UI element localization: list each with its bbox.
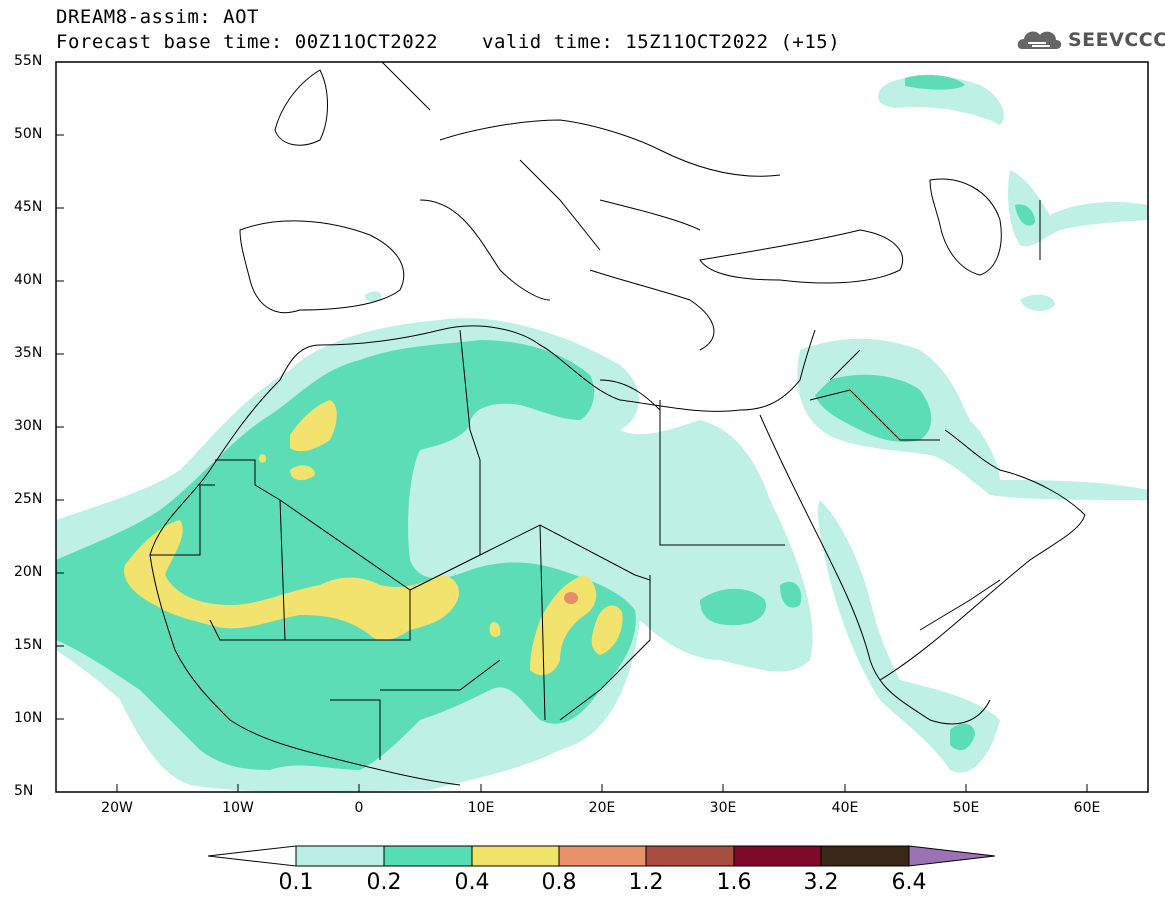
lon-label-50e: 50E: [952, 800, 980, 816]
lon-label-30e: 30E: [709, 800, 737, 816]
colorbar-label-3.2: 3.2: [803, 870, 839, 895]
colorbar-bin-7: [820, 845, 910, 867]
lat-label-25n: 25N: [14, 491, 43, 507]
colorbar-bin-3: [471, 845, 560, 867]
map-title: DREAM8-assim: AOT: [56, 6, 259, 28]
colorbar-bin-2: [383, 845, 473, 867]
lat-label-40n: 40N: [14, 272, 43, 288]
aot-contours: [56, 74, 1148, 792]
cloud-logo-icon: [1017, 31, 1062, 49]
colorbar-bin-1: [295, 845, 385, 867]
colorbar-bin-5: [645, 845, 735, 867]
lat-label-10n: 10N: [14, 710, 43, 726]
colorbar-label-0.8: 0.8: [541, 870, 577, 895]
colorbar-label-6.4: 6.4: [891, 870, 927, 895]
aot-level-0.8: [564, 592, 578, 604]
colorbar-label-1.2: 1.2: [628, 870, 664, 895]
lon-label-20w: 20W: [101, 800, 133, 816]
aot-level-0.4: [124, 400, 623, 676]
lat-label-5n: 5N: [14, 783, 34, 799]
lon-label-40e: 40E: [831, 800, 859, 816]
colorbar-label-1.6: 1.6: [716, 870, 752, 895]
lon-label-60e: 60E: [1073, 800, 1101, 816]
colorbar-upper-arrow: [908, 845, 996, 867]
axis-ticks: [56, 61, 1088, 792]
lat-label-30n: 30N: [14, 418, 43, 434]
lat-label-45n: 45N: [14, 199, 43, 215]
colorbar-bin-4: [558, 845, 647, 867]
colorbar-label-0.1: 0.1: [278, 870, 314, 895]
lon-label-0: 0: [354, 800, 364, 816]
lat-label-50n: 50N: [14, 126, 43, 142]
coastlines: [149, 62, 1086, 786]
colorbar-label-0.2: 0.2: [366, 870, 402, 895]
logo-text: SEEVCCC: [1068, 29, 1165, 51]
valid-time: valid time: 15Z11OCT2022 (+15): [482, 31, 841, 53]
lon-label-20e: 20E: [588, 800, 616, 816]
lon-label-10w: 10W: [222, 800, 254, 816]
lat-label-55n: 55N: [14, 53, 43, 69]
lat-label-20n: 20N: [14, 564, 43, 580]
forecast-base-time: Forecast base time: 00Z11OCT2022: [56, 31, 439, 53]
lat-label-35n: 35N: [14, 345, 43, 361]
colorbar-label-0.4: 0.4: [454, 870, 490, 895]
borders: [150, 159, 1041, 760]
lat-label-15n: 15N: [14, 637, 43, 653]
colorbar: [207, 845, 996, 867]
colorbar-lower-arrow: [207, 845, 297, 867]
colorbar-bin-6: [733, 845, 822, 867]
lon-label-10e: 10E: [467, 800, 495, 816]
